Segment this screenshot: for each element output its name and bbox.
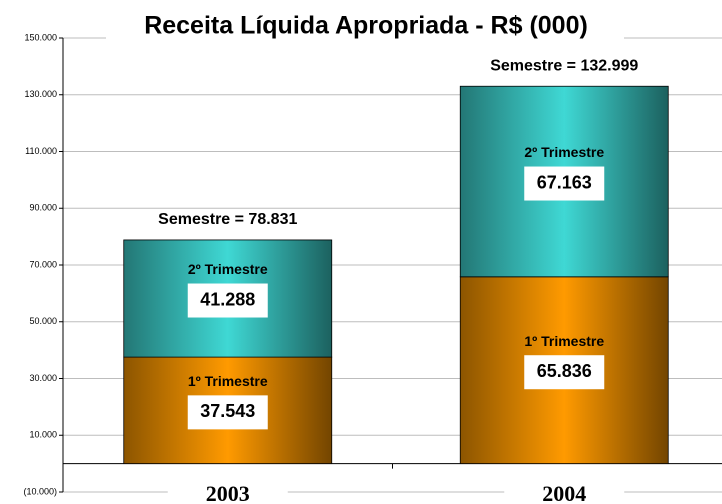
y-tick-label: 150.000 [24,32,57,42]
chart-title: Receita Líquida Apropriada - R$ (000) [144,12,588,40]
value-label: 65.836 [537,361,592,381]
value-box [187,283,268,318]
segment-name: 1º Trimestre [188,373,268,389]
title-bg [106,10,624,46]
value-box [187,395,268,430]
segment-name: 2º Trimestre [188,261,268,277]
value-box [524,166,605,201]
y-tick-label: 110.000 [25,146,57,156]
total-label: Semestre = 78.831 [158,211,297,228]
y-tick-label: (10.000) [23,486,57,496]
value-label: 41.288 [200,289,255,309]
x-tick-label: 2003 [206,481,250,504]
y-tick-label: 10.000 [29,430,57,440]
category-bg [167,490,288,504]
value-box [524,355,605,390]
y-tick-label: 30.000 [29,373,57,383]
y-tick-label: 90.000 [29,203,57,213]
y-tick-label: 70.000 [29,259,57,269]
category-bg [504,490,625,504]
value-label: 67.163 [537,172,592,192]
y-tick-label: 50.000 [29,316,57,326]
x-tick-label: 2004 [542,481,586,504]
value-label: 37.543 [200,401,255,421]
segment-name: 2º Trimestre [524,144,604,160]
y-tick-label: 130.000 [24,89,57,99]
segment-name: 1º Trimestre [524,333,604,349]
total-label: Semestre = 132.999 [490,57,638,74]
